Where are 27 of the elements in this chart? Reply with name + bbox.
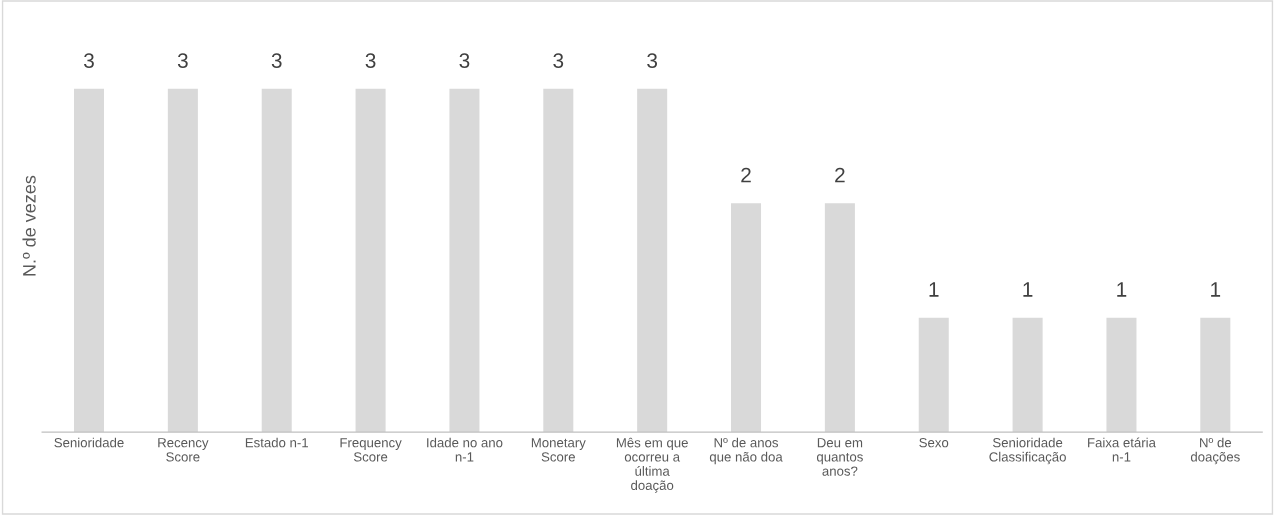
data-label: 3 [365, 53, 376, 68]
data-label: 1 [1117, 282, 1127, 297]
x-tick-label: Recency Score [158, 438, 209, 462]
x-tick-label: Nº de doações [1190, 437, 1240, 465]
x-tick-label: Senioridade [54, 437, 124, 448]
data-label: 1 [1023, 282, 1033, 297]
x-tick-label: Frequency Score [340, 438, 402, 462]
data-label: 2 [835, 167, 845, 183]
y-axis-title: N.º de vezes [22, 175, 36, 276]
data-label: 3 [459, 53, 470, 68]
x-tick-label: Senioridade Classificação [989, 437, 1066, 465]
x-tick-label: Faixa etária n-1 [1088, 437, 1156, 462]
data-label: 3 [647, 53, 658, 68]
x-tick-label: Estado n-1 [245, 437, 308, 448]
data-label: 3 [177, 53, 188, 68]
data-label: 3 [271, 53, 282, 68]
x-tick-label: Idade no ano n-1 [427, 437, 503, 462]
x-tick-label: Monetary Score [531, 438, 586, 462]
data-label: 2 [741, 167, 751, 183]
x-tick-label: Sexo [919, 437, 949, 448]
x-tick-label: Nº de anos que não doa [709, 437, 783, 465]
data-label: 1 [1211, 282, 1221, 297]
data-label: 3 [553, 53, 564, 68]
data-label: 3 [84, 53, 94, 68]
x-tick-label: Mês em que ocorreu a última doação [616, 437, 688, 493]
data-label: 1 [929, 282, 939, 297]
x-tick-label: Deu em quantos anos? [816, 438, 863, 476]
